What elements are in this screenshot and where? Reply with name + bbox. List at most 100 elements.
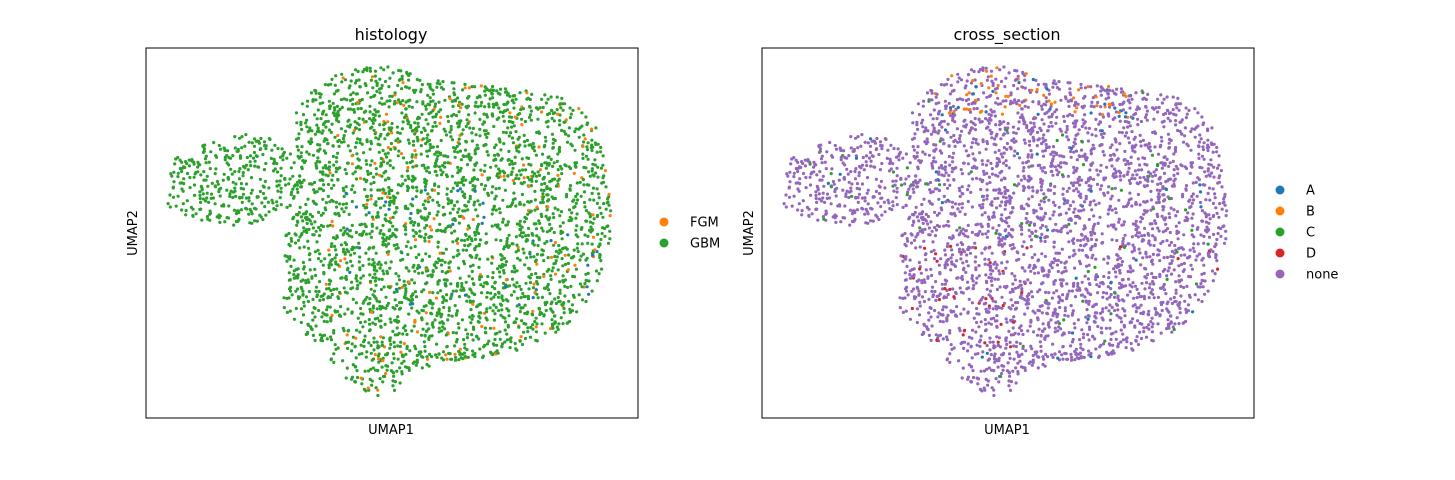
scatter-point [972,107,976,111]
scatter-point [313,220,317,224]
scatter-point [1143,287,1147,291]
scatter-point [967,102,971,106]
scatter-point [556,179,560,183]
scatter-point [365,138,369,142]
scatter-point [955,305,959,309]
scatter-point [521,306,525,310]
scatter-point [364,224,368,228]
scatter-point [534,227,539,231]
scatter-point [346,107,350,111]
scatter-point [479,84,483,88]
scatter-point [389,141,393,146]
scatter-point [280,147,284,151]
scatter-point [1211,279,1215,283]
scatter-point [234,194,238,198]
scatter-point [270,148,274,152]
scatter-point [1057,300,1061,305]
scatter-point [1070,114,1075,118]
scatter-point [961,227,965,231]
scatter-point [410,179,415,183]
scatter-point [1141,138,1145,142]
scatter-point [1004,76,1008,80]
scatter-point [933,308,937,313]
scatter-point [466,121,470,125]
scatter-point [474,133,478,137]
scatter-point [970,177,975,181]
scatter-point [601,163,605,167]
scatter-point [603,169,608,173]
scatter-point [898,306,902,310]
scatter-point [449,124,453,129]
scatter-point [453,229,457,233]
scatter-point [584,115,588,119]
scatter-point [462,216,466,220]
scatter-point [428,96,432,100]
scatter-point [411,265,415,269]
scatter-point [401,81,405,85]
scatter-point [534,338,538,342]
scatter-point [1055,115,1059,119]
scatter-point [461,128,465,132]
scatter-point [1102,131,1106,136]
scatter-point [444,226,448,230]
scatter-point [1016,361,1020,365]
scatter-point [330,313,334,317]
scatter-point [503,263,507,267]
scatter-point [930,273,934,278]
scatter-point [471,126,475,130]
scatter-point [345,268,350,272]
scatter-point [1050,124,1054,128]
scatter-point [403,178,407,182]
scatter-point [479,283,483,287]
scatter-point [1118,142,1122,146]
scatter-point [436,282,440,286]
scatter-point [392,374,396,378]
scatter-point [1116,342,1121,346]
scatter-point [547,161,551,165]
scatter-point [416,139,420,143]
scatter-point [358,137,362,142]
scatter-point [263,144,267,148]
scatter-point [261,217,265,222]
scatter-point [1076,102,1080,106]
scatter-point [575,198,580,202]
scatter-point [1052,191,1056,196]
scatter-point [401,156,406,160]
scatter-point [960,185,964,189]
scatter-point [588,220,593,224]
scatter-point [217,190,221,194]
scatter-point [262,140,267,144]
scatter-point [596,165,600,169]
scatter-point [351,91,355,95]
scatter-point [1026,278,1030,282]
scatter-point [416,125,420,129]
scatter-point [1049,120,1053,125]
scatter-point [238,196,242,200]
scatter-point [426,274,430,278]
scatter-point [299,151,303,155]
scatter-point [483,184,488,188]
scatter-point [327,168,331,172]
scatter-point [950,253,955,257]
scatter-point [511,166,515,170]
scatter-point [172,170,176,174]
scatter-point [185,161,189,166]
scatter-point [1198,183,1202,187]
scatter-point [340,276,344,280]
scatter-point [808,175,812,179]
scatter-point [550,309,554,313]
scatter-point [821,215,826,219]
scatter-point [587,211,591,215]
scatter-point [381,187,385,191]
scatter-point [1162,193,1166,197]
scatter-point [526,175,530,179]
scatter-point [960,206,964,210]
scatter-point [528,335,533,339]
scatter-point [423,206,427,210]
scatter-point [306,239,310,243]
scatter-point [296,287,300,291]
scatter-point [382,160,386,164]
scatter-point [1019,283,1023,287]
scatter-point [401,257,405,261]
scatter-point [1110,187,1114,191]
